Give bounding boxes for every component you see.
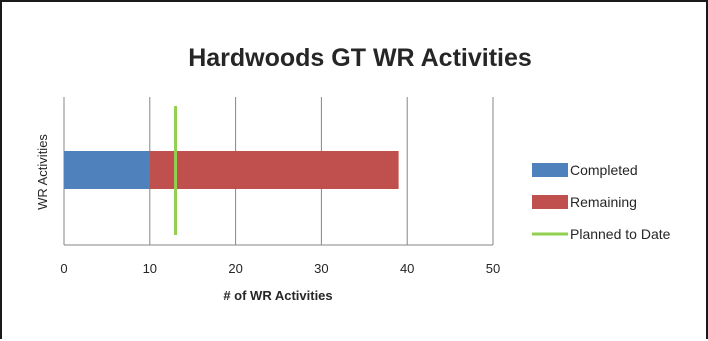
x-tick-label-20: 20 <box>228 261 242 276</box>
legend-label-completed: Completed <box>570 162 638 178</box>
legend-label-remaining: Remaining <box>570 194 637 210</box>
bar-completed <box>64 151 150 189</box>
x-tick-label-40: 40 <box>400 261 414 276</box>
x-tick-label-10: 10 <box>143 261 157 276</box>
x-axis-label: # of WR Activities <box>223 288 332 303</box>
x-tick-label-30: 30 <box>314 261 328 276</box>
bar-group <box>64 151 399 189</box>
chart-title: Hardwoods GT WR Activities <box>188 44 532 72</box>
legend-swatch-completed <box>532 163 568 177</box>
x-tick-label-50: 50 <box>486 261 500 276</box>
legend: Completed Remaining Planned to Date <box>532 162 671 242</box>
legend-label-planned-to-date: Planned to Date <box>570 226 671 242</box>
y-axis-label: WR Activities <box>35 134 50 210</box>
legend-swatch-remaining <box>532 195 568 209</box>
bar-remaining <box>149 151 399 189</box>
x-tick-label-0: 0 <box>60 261 67 276</box>
x-tick-labels: 0 10 20 30 40 50 <box>60 261 500 276</box>
